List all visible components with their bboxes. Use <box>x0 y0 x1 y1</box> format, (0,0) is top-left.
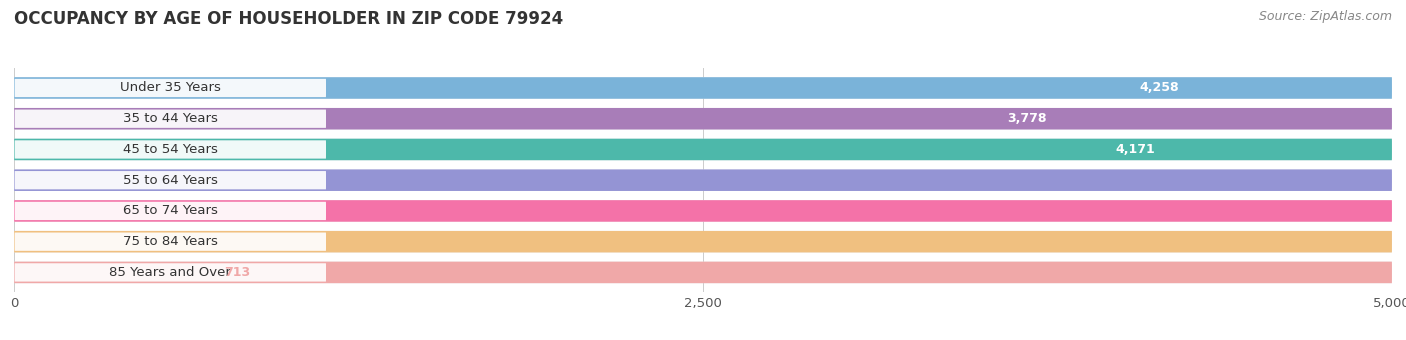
FancyBboxPatch shape <box>14 262 1392 283</box>
Text: 713: 713 <box>225 266 250 279</box>
Text: 3,778: 3,778 <box>1008 112 1047 125</box>
Text: 35 to 44 Years: 35 to 44 Years <box>122 112 218 125</box>
FancyBboxPatch shape <box>14 139 1392 160</box>
Text: OCCUPANCY BY AGE OF HOUSEHOLDER IN ZIP CODE 79924: OCCUPANCY BY AGE OF HOUSEHOLDER IN ZIP C… <box>14 10 564 28</box>
FancyBboxPatch shape <box>14 263 326 282</box>
Text: 3,491: 3,491 <box>990 174 1029 187</box>
FancyBboxPatch shape <box>14 77 1392 99</box>
FancyBboxPatch shape <box>14 262 1392 283</box>
FancyBboxPatch shape <box>14 233 326 251</box>
Text: 4,171: 4,171 <box>1115 143 1156 156</box>
FancyBboxPatch shape <box>14 231 1392 252</box>
Text: 75 to 84 Years: 75 to 84 Years <box>122 235 218 248</box>
FancyBboxPatch shape <box>14 109 326 128</box>
FancyBboxPatch shape <box>14 200 1392 222</box>
Text: 55 to 64 Years: 55 to 64 Years <box>122 174 218 187</box>
FancyBboxPatch shape <box>14 140 326 158</box>
FancyBboxPatch shape <box>14 231 1392 252</box>
FancyBboxPatch shape <box>14 139 1392 160</box>
FancyBboxPatch shape <box>14 171 326 189</box>
FancyBboxPatch shape <box>14 108 1392 130</box>
FancyBboxPatch shape <box>14 202 326 220</box>
FancyBboxPatch shape <box>14 108 1392 130</box>
Text: 3,192: 3,192 <box>907 204 948 218</box>
Text: 1,616: 1,616 <box>474 235 513 248</box>
FancyBboxPatch shape <box>14 79 326 97</box>
FancyBboxPatch shape <box>14 169 1392 191</box>
Text: 85 Years and Over: 85 Years and Over <box>110 266 231 279</box>
FancyBboxPatch shape <box>14 200 1392 222</box>
FancyBboxPatch shape <box>14 77 1392 99</box>
Text: 45 to 54 Years: 45 to 54 Years <box>122 143 218 156</box>
FancyBboxPatch shape <box>14 169 1392 191</box>
Text: Under 35 Years: Under 35 Years <box>120 82 221 95</box>
Text: 65 to 74 Years: 65 to 74 Years <box>122 204 218 218</box>
Text: Source: ZipAtlas.com: Source: ZipAtlas.com <box>1258 10 1392 23</box>
Text: 4,258: 4,258 <box>1140 82 1180 95</box>
